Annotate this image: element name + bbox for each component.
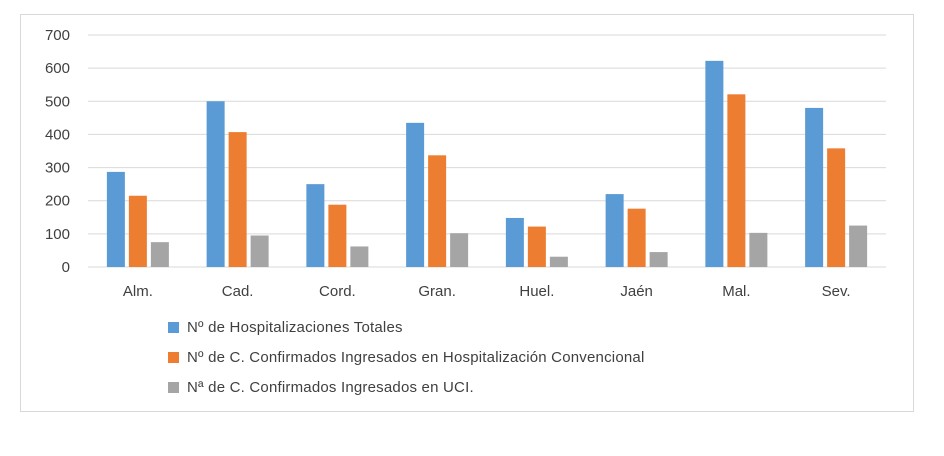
x-tick-label: Jaén (620, 283, 653, 300)
bar (106, 171, 125, 267)
legend-item-convencional: Nº de C. Confirmados Ingresados en Hospi… (168, 342, 644, 372)
x-tick-label: Alm. (123, 283, 153, 300)
bar (805, 107, 824, 268)
bar (727, 94, 746, 267)
x-tick-label: Cord. (319, 283, 356, 300)
x-tick-label: Huel. (519, 283, 554, 300)
legend-item-hospitalizaciones: Nº de Hospitalizaciones Totales (168, 312, 644, 342)
legend-item-uci: Nª de C. Confirmados Ingresados en UCI. (168, 372, 644, 402)
bar (627, 208, 646, 267)
legend-label: Nº de C. Confirmados Ingresados en Hospi… (187, 348, 645, 366)
y-tick-label: 600 (45, 60, 70, 77)
bar (827, 148, 846, 267)
y-tick-label: 700 (45, 27, 70, 44)
chart-legend: Nº de Hospitalizaciones Totales Nº de C.… (168, 312, 644, 402)
x-tick-label: Mal. (722, 283, 750, 300)
y-tick-label: 0 (62, 259, 70, 276)
legend-swatch-gray (168, 381, 179, 393)
bar (150, 242, 169, 267)
y-tick-label: 400 (45, 126, 70, 143)
chart-frame (20, 14, 914, 412)
bar (505, 217, 524, 267)
legend-label: Nª de C. Confirmados Ingresados en UCI. (187, 378, 474, 396)
bar (228, 132, 247, 267)
bar (749, 232, 768, 267)
bar (350, 246, 369, 267)
bar (206, 101, 225, 268)
bar (705, 60, 724, 268)
y-tick-label: 100 (45, 226, 70, 243)
bar (406, 122, 425, 267)
bar (128, 195, 147, 267)
x-tick-label: Sev. (822, 283, 851, 300)
y-tick-label: 300 (45, 160, 70, 177)
x-tick-label: Gran. (418, 283, 456, 300)
y-tick-label: 200 (45, 193, 70, 210)
bar (549, 256, 568, 267)
bar (306, 184, 325, 267)
bar (649, 252, 668, 267)
bar (450, 233, 469, 267)
legend-swatch-blue (168, 321, 179, 333)
bar (328, 204, 347, 267)
bar (605, 194, 624, 267)
bar (250, 235, 269, 267)
bar (849, 225, 868, 267)
legend-swatch-orange (168, 351, 179, 363)
bar (527, 226, 546, 267)
x-tick-label: Cad. (222, 283, 254, 300)
bar (428, 155, 447, 267)
legend-label: Nº de Hospitalizaciones Totales (187, 318, 403, 336)
y-tick-label: 500 (45, 93, 70, 110)
